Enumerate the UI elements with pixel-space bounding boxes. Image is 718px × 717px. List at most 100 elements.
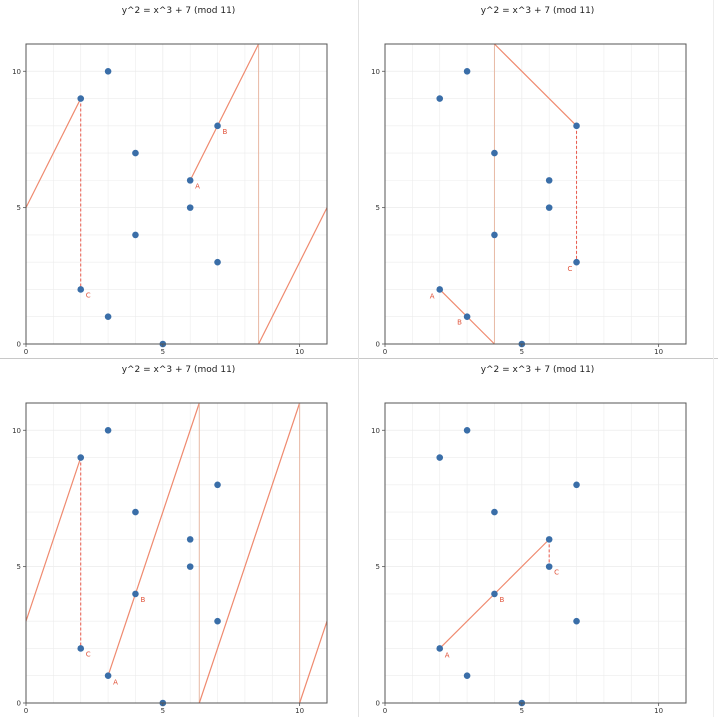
point-label-c: C — [86, 291, 91, 299]
curve-points — [77, 426, 221, 707]
curve-point — [132, 231, 139, 239]
secant-line — [198, 402, 301, 704]
chart-panel-top-right: y^2 = x^3 + 7 (mod 11) A B C 0 5 10 0 5 10 — [359, 0, 717, 358]
curve-point — [436, 95, 444, 102]
point-label-a: A — [113, 679, 118, 687]
curve-point — [491, 149, 498, 157]
x-tick-label: 5 — [161, 348, 165, 356]
axes-frame — [384, 402, 687, 704]
curve-point — [491, 590, 498, 598]
curve-point — [77, 454, 85, 461]
chart-svg: y^2 = x^3 + 7 (mod 11) A B C 0 5 10 0 5 10 — [12, 365, 328, 715]
chart-panel-bottom-left: y^2 = x^3 + 7 (mod 11) A B C 0 5 10 0 5 10 — [0, 359, 358, 717]
curve-point — [186, 204, 194, 211]
grid-lines — [25, 43, 328, 345]
y-tick-label: 10 — [12, 68, 21, 76]
y-tick-label: 0 — [376, 700, 380, 708]
curve-point — [104, 672, 112, 680]
x-tick-label: 0 — [24, 348, 28, 356]
y-tick-label: 10 — [371, 427, 380, 435]
curve-point — [463, 672, 471, 680]
chart-svg: y^2 = x^3 + 7 (mod 11) A B C 0 5 10 0 5 10 — [12, 6, 328, 356]
chart-svg: y^2 = x^3 + 7 (mod 11) A B C 0 5 10 0 5 10 — [371, 6, 687, 356]
axis-ticks: 0 5 10 0 5 10 — [12, 68, 304, 356]
curve-point — [491, 231, 498, 239]
panel-divider-vertical — [358, 0, 359, 717]
y-tick-label: 0 — [376, 341, 380, 349]
x-tick-label: 10 — [654, 707, 663, 715]
curve-point — [186, 177, 194, 184]
curve-point — [545, 563, 553, 570]
y-tick-label: 0 — [17, 341, 21, 349]
chart-panel-top-left: y^2 = x^3 + 7 (mod 11) A B C 0 5 10 0 5 10 — [0, 0, 358, 358]
axis-ticks: 0 5 10 0 5 10 — [371, 427, 663, 715]
curve-point — [463, 313, 471, 321]
secant-line — [258, 207, 328, 345]
curve-points — [436, 426, 580, 707]
y-tick-label: 10 — [12, 427, 21, 435]
chart-title: y^2 = x^3 + 7 (mod 11) — [122, 365, 236, 375]
point-label-a: A — [445, 651, 450, 659]
secant-line — [107, 402, 200, 676]
curve-point — [545, 536, 553, 543]
point-label-b: B — [140, 596, 145, 604]
chart-title: y^2 = x^3 + 7 (mod 11) — [481, 365, 595, 375]
x-tick-label: 10 — [295, 348, 304, 356]
secant-line — [494, 43, 577, 127]
curve-points — [77, 67, 221, 348]
x-tick-label: 5 — [520, 707, 524, 715]
panel-divider-horizontal — [0, 358, 718, 359]
grid-lines — [25, 402, 328, 704]
curve-point — [77, 286, 85, 293]
y-tick-label: 10 — [371, 68, 380, 76]
curve-point — [573, 122, 580, 130]
curve-point — [104, 67, 112, 75]
secant-line — [299, 620, 328, 704]
curve-point — [573, 481, 580, 489]
curve-point — [77, 95, 85, 102]
curve-point — [186, 536, 194, 543]
point-label-c: C — [86, 650, 91, 658]
x-tick-label: 10 — [295, 707, 304, 715]
curve-point — [214, 481, 221, 489]
curve-point — [573, 258, 580, 266]
curve-point — [186, 563, 194, 570]
y-tick-label: 0 — [17, 700, 21, 708]
curve-point — [463, 426, 471, 434]
curve-point — [77, 645, 85, 652]
axes-frame — [25, 402, 328, 704]
secant-line — [25, 98, 82, 208]
x-tick-label: 5 — [520, 348, 524, 356]
x-tick-label: 0 — [24, 707, 28, 715]
line-segments — [25, 43, 328, 345]
chart-panel-bottom-right: y^2 = x^3 + 7 (mod 11) A B C 0 5 10 0 5 10 — [359, 359, 717, 717]
curve-point — [436, 645, 444, 652]
curve-point — [491, 508, 498, 516]
axis-ticks: 0 5 10 0 5 10 — [371, 68, 663, 356]
chart-title: y^2 = x^3 + 7 (mod 11) — [122, 6, 236, 16]
point-label-b: B — [457, 319, 462, 327]
secant-line — [189, 43, 260, 181]
y-tick-label: 5 — [17, 563, 21, 571]
y-tick-label: 5 — [376, 204, 380, 212]
y-tick-label: 5 — [17, 204, 21, 212]
chart-title: y^2 = x^3 + 7 (mod 11) — [481, 6, 595, 16]
curve-point — [545, 177, 553, 184]
curve-point — [436, 454, 444, 461]
curve-point — [214, 122, 221, 130]
point-label-c: C — [568, 265, 573, 273]
x-tick-label: 0 — [383, 707, 387, 715]
axis-ticks: 0 5 10 0 5 10 — [12, 427, 304, 715]
curve-point — [104, 313, 112, 321]
axes-frame — [384, 43, 687, 345]
point-label-a: A — [195, 182, 200, 190]
axes-frame — [25, 43, 328, 345]
line-segments — [25, 402, 328, 704]
chart-svg: y^2 = x^3 + 7 (mod 11) A B C 0 5 10 0 5 10 — [371, 365, 687, 715]
curve-point — [104, 426, 112, 434]
curve-point — [214, 617, 221, 625]
secant-line — [25, 457, 82, 622]
x-tick-label: 5 — [161, 707, 165, 715]
point-label-a: A — [430, 292, 435, 300]
curve-point — [132, 508, 139, 516]
